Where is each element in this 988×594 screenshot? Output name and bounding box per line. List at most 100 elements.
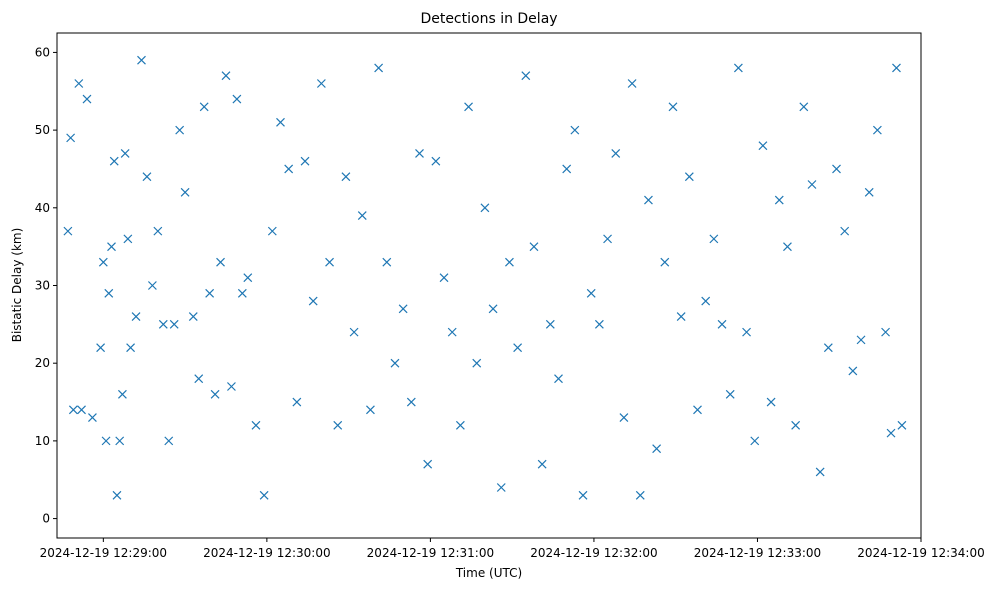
data-point [668, 102, 678, 112]
data-point [758, 141, 768, 151]
y-tick-label: 60 [35, 45, 50, 59]
data-point [545, 319, 555, 329]
y-tick-label: 10 [35, 434, 50, 448]
data-point [815, 467, 825, 477]
data-point [652, 444, 662, 454]
data-point [333, 420, 343, 430]
data-point [205, 288, 215, 298]
data-point [791, 420, 801, 430]
data-point [472, 358, 482, 368]
data-point [496, 483, 506, 492]
data-point [66, 133, 76, 143]
data-point [131, 312, 141, 322]
data-point [325, 257, 334, 267]
data-point [864, 187, 874, 197]
data-point [742, 327, 751, 337]
data-point [406, 397, 416, 407]
data-point [529, 242, 539, 252]
data-point [480, 203, 490, 213]
data-point [660, 257, 670, 267]
data-point [316, 79, 326, 88]
data-point [175, 125, 185, 135]
data-point [807, 180, 817, 189]
data-point [194, 374, 204, 384]
data-point [832, 164, 841, 174]
y-tick-label: 0 [42, 512, 50, 526]
data-point [823, 343, 833, 353]
data-point [300, 156, 310, 166]
data-point [164, 436, 174, 446]
data-point [267, 226, 277, 236]
data-point [158, 319, 168, 329]
data-point [455, 420, 465, 430]
data-point [415, 148, 424, 158]
data-point [382, 257, 392, 267]
y-tick-label: 20 [35, 356, 50, 370]
data-point [856, 335, 866, 345]
data-point [210, 389, 220, 399]
data-point [586, 288, 596, 298]
data-point [109, 156, 119, 166]
data-point [709, 234, 719, 244]
data-point [799, 102, 809, 112]
data-point [82, 94, 92, 104]
data-point [147, 281, 157, 290]
x-tick-label: 2024-12-19 12:30:00 [203, 546, 330, 560]
data-point [63, 226, 73, 236]
y-axis: 0 10 20 30 40 50 60 [35, 45, 57, 526]
data-point [120, 148, 130, 158]
data-point [766, 397, 776, 407]
data-point [341, 172, 351, 182]
y-tick-label: 50 [35, 123, 50, 137]
data-point [104, 288, 114, 298]
data-point [74, 79, 84, 88]
data-point [68, 405, 78, 415]
data-point [897, 420, 907, 430]
data-point [199, 102, 209, 112]
data-point [292, 397, 302, 407]
data-point [603, 234, 612, 244]
data-point [733, 63, 743, 73]
data-point [180, 187, 190, 197]
data-point [562, 164, 572, 174]
data-point [881, 327, 890, 337]
data-point [594, 319, 604, 329]
data-point [578, 490, 588, 500]
data-point [750, 436, 760, 446]
x-tick-label: 2024-12-19 12:29:00 [40, 546, 167, 560]
chart-title: Detections in Delay [420, 11, 557, 27]
data-point [169, 319, 179, 329]
data-point [88, 413, 97, 423]
data-point [227, 382, 236, 391]
data-point [725, 389, 735, 399]
data-point [117, 389, 127, 399]
data-point [284, 164, 294, 174]
data-point [188, 312, 198, 322]
data-point [505, 257, 514, 267]
data-point [570, 125, 580, 135]
data-point [774, 195, 784, 205]
data-point [464, 102, 473, 112]
data-point [554, 374, 563, 384]
x-tick-label: 2024-12-19 12:33:00 [694, 546, 821, 560]
data-point [701, 296, 711, 306]
data-point [107, 242, 116, 252]
data-point [98, 257, 108, 267]
data-point [872, 125, 882, 135]
data-point [619, 413, 629, 423]
y-axis-label: Bistatic Delay (km) [10, 228, 24, 343]
data-point [783, 242, 792, 252]
data-point [276, 117, 285, 127]
data-point [423, 459, 433, 469]
y-tick-label: 40 [35, 201, 50, 215]
data-point [142, 172, 152, 182]
data-point [357, 211, 367, 221]
data-point [349, 327, 359, 337]
data-point [676, 312, 686, 322]
data-point [488, 304, 498, 314]
data-point [308, 296, 318, 306]
data-point [635, 490, 645, 500]
data-point [251, 420, 261, 430]
